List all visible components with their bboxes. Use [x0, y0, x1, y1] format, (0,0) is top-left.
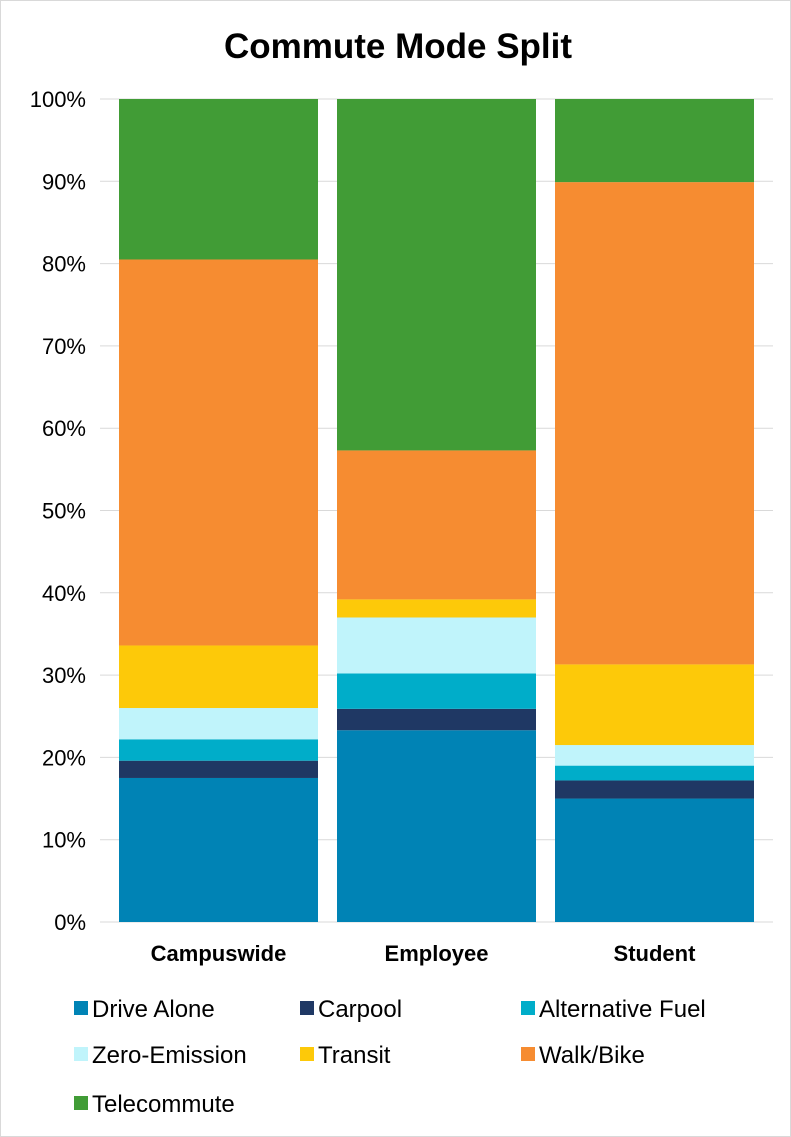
- legend-label: Telecommute: [92, 1091, 235, 1118]
- y-tick-label: 90%: [42, 169, 86, 194]
- bar-segment: [337, 599, 536, 618]
- bar-segment: [555, 780, 754, 799]
- y-tick-label: 40%: [42, 581, 86, 606]
- bar-segment: [337, 99, 536, 451]
- y-tick-label: 100%: [30, 87, 86, 112]
- x-category-label: Employee: [385, 941, 489, 966]
- legend-label: Carpool: [318, 996, 402, 1023]
- bar-segment: [555, 182, 754, 665]
- bar-segment: [555, 798, 754, 922]
- y-tick-label: 50%: [42, 499, 86, 524]
- bar-segment: [337, 673, 536, 709]
- bar-segment: [337, 708, 536, 731]
- bar-segment: [119, 708, 318, 740]
- bar-segment: [337, 730, 536, 922]
- y-tick-label: 60%: [42, 416, 86, 441]
- legend-swatch: [74, 1096, 88, 1110]
- y-tick-label: 10%: [42, 828, 86, 853]
- y-tick-label: 20%: [42, 745, 86, 770]
- bar-segment: [337, 450, 536, 600]
- legend-swatch: [300, 1047, 314, 1061]
- bar-segment: [555, 745, 754, 766]
- legend-label: Zero-Emission: [92, 1042, 247, 1069]
- bar-segment: [119, 259, 318, 646]
- y-axis-ticks: 0% 10% 20% 30% 40% 50% 60% 70% 80% 90% 100%: [30, 87, 86, 935]
- bar-segment: [119, 777, 318, 922]
- legend-label: Transit: [318, 1042, 391, 1069]
- bar-segment: [555, 99, 754, 183]
- bar-segment: [119, 760, 318, 778]
- legend-swatch: [521, 1047, 535, 1061]
- bar-segment: [555, 664, 754, 746]
- y-tick-label: 80%: [42, 252, 86, 277]
- legend-label: Alternative Fuel: [539, 996, 706, 1023]
- bar-segment: [119, 645, 318, 709]
- chart-title: Commute Mode Split: [224, 27, 572, 66]
- legend-swatch: [300, 1001, 314, 1015]
- legend-swatch: [74, 1001, 88, 1015]
- y-tick-label: 0%: [54, 910, 86, 935]
- x-axis-categories: Campuswide Employee Student: [151, 941, 696, 966]
- bar-segments: [119, 99, 754, 922]
- x-category-label: Campuswide: [151, 941, 287, 966]
- bar-segment: [119, 99, 318, 260]
- bar-segment: [555, 765, 754, 781]
- bar-segment: [337, 617, 536, 674]
- legend-swatch: [74, 1047, 88, 1061]
- x-category-label: Student: [614, 941, 697, 966]
- legend-label: Drive Alone: [92, 996, 215, 1023]
- y-tick-label: 70%: [42, 334, 86, 359]
- legend-label: Walk/Bike: [539, 1042, 645, 1069]
- legend: Drive Alone Carpool Alternative Fuel Zero-E…: [74, 996, 706, 1118]
- y-tick-label: 30%: [42, 663, 86, 688]
- bar-segment: [119, 739, 318, 761]
- legend-swatch: [521, 1001, 535, 1015]
